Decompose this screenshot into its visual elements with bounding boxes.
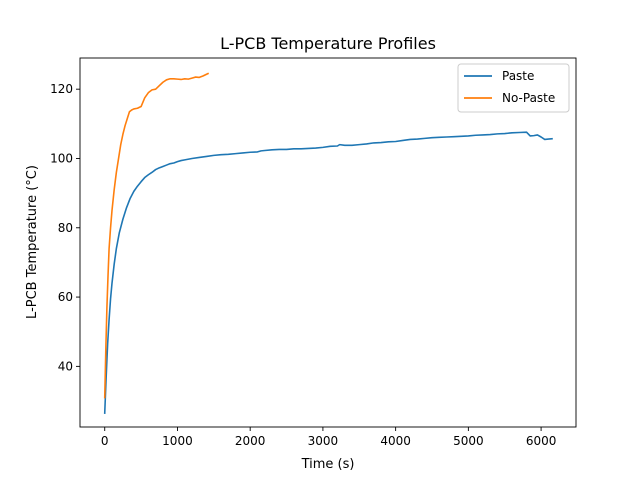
legend-label-no-paste: No-Paste xyxy=(502,91,555,105)
x-tick-label: 2000 xyxy=(235,434,266,448)
y-tick-label: 80 xyxy=(58,221,73,235)
y-tick-label: 120 xyxy=(50,82,73,96)
legend: Paste No-Paste xyxy=(457,63,570,113)
y-tick-label: 60 xyxy=(58,290,73,304)
y-tick-label: 100 xyxy=(50,151,73,165)
x-tick-label: 5000 xyxy=(453,434,484,448)
series-line-paste xyxy=(103,131,553,414)
chart-title: L-PCB Temperature Profiles xyxy=(220,34,436,53)
series-line-no-paste xyxy=(103,72,210,399)
x-tick-label: 1000 xyxy=(162,434,193,448)
x-tick-label: 0 xyxy=(101,434,109,448)
x-axis-label: Time (s) xyxy=(301,457,355,472)
plot-area: 0 1000 2000 3000 4000 5000 6000 40 60 80 100 120 xyxy=(50,57,577,448)
y-tick-label: 40 xyxy=(58,359,73,373)
y-axis-label: L-PCB Temperature (°C) xyxy=(25,165,40,319)
x-tick-label: 6000 xyxy=(526,434,557,448)
axes-frame xyxy=(79,57,577,428)
legend-label-paste: Paste xyxy=(502,69,534,83)
x-tick-label: 3000 xyxy=(308,434,339,448)
x-tick-label: 4000 xyxy=(380,434,411,448)
